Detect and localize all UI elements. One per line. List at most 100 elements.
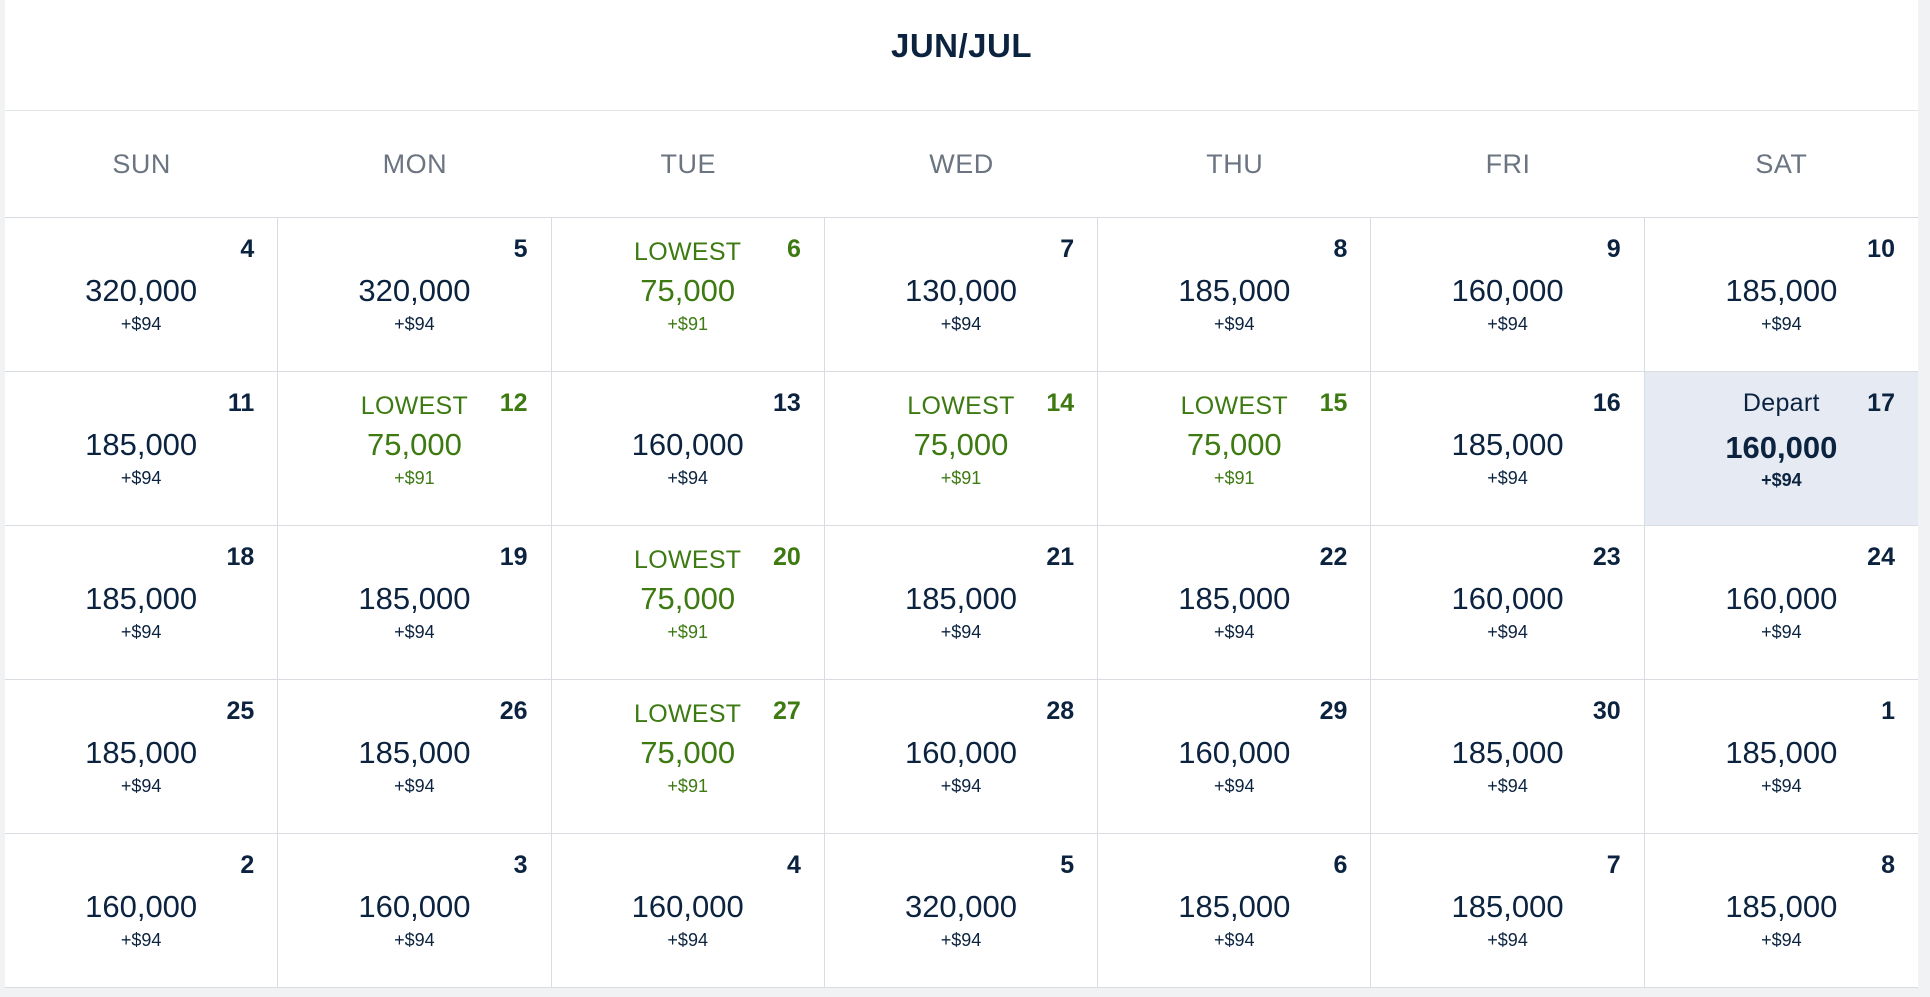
day-number: 8 bbox=[1333, 235, 1348, 263]
weekday-tue: TUE bbox=[660, 148, 716, 179]
day-cell[interactable]: 7 130,000 +$94 bbox=[824, 218, 1099, 372]
tax-fee: +$94 bbox=[1761, 776, 1802, 796]
day-cell[interactable]: 25 185,000 +$94 bbox=[5, 680, 279, 834]
miles-price: 160,000 bbox=[1178, 735, 1291, 770]
tax-fee: +$94 bbox=[120, 622, 162, 642]
depart-label: Depart bbox=[1742, 389, 1820, 417]
fare-calendar: JUN/JUL SUN MON TUE WED THU FRI SAT 4 320… bbox=[5, 0, 1918, 988]
day-cell[interactable]: 12 LOWEST 75,000 +$91 bbox=[278, 372, 552, 526]
miles-price: 320,000 bbox=[904, 889, 1018, 924]
day-number: 10 bbox=[1867, 235, 1895, 263]
day-number: 1 bbox=[1881, 697, 1895, 725]
day-number: 11 bbox=[227, 389, 255, 417]
miles-price: 75,000 bbox=[640, 581, 736, 616]
miles-price: 320,000 bbox=[85, 273, 198, 308]
tax-fee: +$94 bbox=[120, 930, 162, 950]
weekday-wed: WED bbox=[929, 148, 994, 179]
day-number: 20 bbox=[773, 543, 801, 571]
day-number: 7 bbox=[1606, 851, 1621, 879]
tax-fee: +$94 bbox=[394, 776, 435, 796]
tax-fee: +$94 bbox=[940, 314, 982, 334]
day-cell[interactable]: 29 160,000 +$94 bbox=[1098, 680, 1372, 834]
day-cell[interactable]: 2 160,000 +$94 bbox=[5, 834, 279, 988]
day-cell[interactable]: 23 160,000 +$94 bbox=[1371, 526, 1645, 680]
day-number: 28 bbox=[1046, 697, 1075, 725]
tax-fee: +$94 bbox=[120, 468, 162, 488]
day-cell[interactable]: 30 185,000 +$94 bbox=[1371, 680, 1645, 834]
weekday-header-row: SUN MON TUE WED THU FRI SAT bbox=[5, 111, 1918, 218]
miles-price: 160,000 bbox=[904, 735, 1018, 770]
miles-price: 185,000 bbox=[1451, 735, 1564, 770]
day-number: 29 bbox=[1319, 697, 1348, 725]
tax-fee: +$91 bbox=[667, 622, 708, 642]
miles-price: 75,000 bbox=[640, 735, 736, 770]
tax-fee: +$94 bbox=[1761, 314, 1802, 334]
day-cell[interactable]: 14 LOWEST 75,000 +$91 bbox=[824, 372, 1099, 526]
tax-fee: +$94 bbox=[1214, 622, 1255, 642]
day-number: 16 bbox=[1592, 389, 1621, 417]
tax-fee: +$94 bbox=[120, 314, 162, 334]
day-cell[interactable]: 8 185,000 +$94 bbox=[1644, 834, 1918, 988]
lowest-badge: LOWEST bbox=[1180, 392, 1288, 420]
day-number: 26 bbox=[499, 697, 528, 725]
day-cell[interactable]: 24 160,000 +$94 bbox=[1644, 526, 1918, 680]
tax-fee: +$94 bbox=[940, 622, 982, 642]
tax-fee: +$94 bbox=[120, 776, 162, 796]
tax-fee: +$94 bbox=[394, 930, 435, 950]
day-cell[interactable]: 22 185,000 +$94 bbox=[1098, 526, 1372, 680]
day-number: 6 bbox=[1333, 851, 1348, 879]
day-number: 17 bbox=[1867, 389, 1895, 417]
tax-fee: +$91 bbox=[667, 314, 708, 334]
tax-fee: +$91 bbox=[394, 468, 435, 488]
miles-price: 185,000 bbox=[85, 581, 198, 616]
day-cell[interactable]: 3 160,000 +$94 bbox=[278, 834, 552, 988]
day-number: 8 bbox=[1881, 851, 1895, 879]
day-cell[interactable]: 18 185,000 +$94 bbox=[5, 526, 279, 680]
weekday-sat: SAT bbox=[1755, 148, 1808, 179]
day-cell[interactable]: 13 160,000 +$94 bbox=[551, 372, 825, 526]
tax-fee: +$94 bbox=[667, 468, 708, 488]
tax-fee: +$94 bbox=[1761, 622, 1802, 642]
day-cell-selected[interactable]: 17 Depart 160,000 +$94 bbox=[1644, 372, 1918, 526]
tax-fee: +$94 bbox=[1761, 470, 1802, 490]
weekday-thu: THU bbox=[1206, 148, 1264, 179]
tax-fee: +$94 bbox=[394, 314, 435, 334]
tax-fee: +$94 bbox=[940, 930, 982, 950]
day-number: 24 bbox=[1867, 543, 1895, 571]
day-cell[interactable]: 10 185,000 +$94 bbox=[1644, 218, 1918, 372]
day-cell[interactable]: 16 185,000 +$94 bbox=[1371, 372, 1645, 526]
miles-price: 160,000 bbox=[1725, 430, 1838, 465]
day-number: 27 bbox=[773, 697, 801, 725]
day-cell[interactable]: 9 160,000 +$94 bbox=[1371, 218, 1645, 372]
day-number: 7 bbox=[1060, 235, 1075, 263]
day-cell[interactable]: 4 160,000 +$94 bbox=[551, 834, 825, 988]
day-cell[interactable]: 1 185,000 +$94 bbox=[1644, 680, 1918, 834]
day-cell[interactable]: 15 LOWEST 75,000 +$91 bbox=[1098, 372, 1372, 526]
day-cell[interactable]: 5 320,000 +$94 bbox=[278, 218, 552, 372]
day-cell[interactable]: 8 185,000 +$94 bbox=[1098, 218, 1372, 372]
tax-fee: +$94 bbox=[1487, 930, 1528, 950]
day-cell[interactable]: 4 320,000 +$94 bbox=[5, 218, 279, 372]
day-cell[interactable]: 27 LOWEST 75,000 +$91 bbox=[551, 680, 825, 834]
tax-fee: +$94 bbox=[1214, 314, 1255, 334]
lowest-badge: LOWEST bbox=[360, 392, 469, 420]
miles-price: 185,000 bbox=[1451, 889, 1564, 924]
miles-price: 160,000 bbox=[358, 889, 471, 924]
day-cell[interactable]: 28 160,000 +$94 bbox=[824, 680, 1099, 834]
day-cell[interactable]: 26 185,000 +$94 bbox=[278, 680, 552, 834]
miles-price: 160,000 bbox=[1451, 581, 1564, 616]
miles-price: 185,000 bbox=[85, 427, 198, 462]
day-cell[interactable]: 5 320,000 +$94 bbox=[824, 834, 1099, 988]
day-cell[interactable]: 21 185,000 +$94 bbox=[824, 526, 1099, 680]
day-cell[interactable]: 20 LOWEST 75,000 +$91 bbox=[551, 526, 825, 680]
day-number: 9 bbox=[1606, 235, 1621, 263]
day-cell[interactable]: 11 185,000 +$94 bbox=[5, 372, 279, 526]
day-cell[interactable]: 7 185,000 +$94 bbox=[1371, 834, 1645, 988]
day-cell[interactable]: 19 185,000 +$94 bbox=[278, 526, 552, 680]
day-number: 2 bbox=[240, 851, 255, 879]
day-cell[interactable]: 6 185,000 +$94 bbox=[1098, 834, 1372, 988]
day-number: 30 bbox=[1592, 697, 1621, 725]
miles-price: 185,000 bbox=[358, 581, 471, 616]
miles-price: 75,000 bbox=[1186, 427, 1282, 462]
day-cell[interactable]: 6 LOWEST 75,000 +$91 bbox=[551, 218, 825, 372]
